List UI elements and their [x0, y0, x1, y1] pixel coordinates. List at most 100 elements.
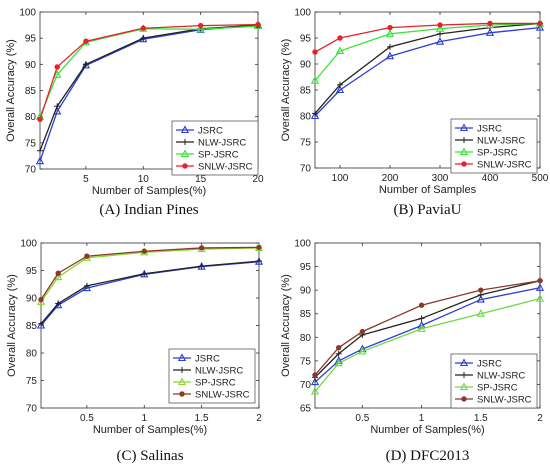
legend-label: SP-JSRC — [195, 378, 236, 389]
legend-label: SNLW-JSRC — [198, 162, 253, 173]
legend-marker — [180, 149, 190, 158]
legend-label: SNLW-JSRC — [477, 160, 532, 171]
y-tick-label: 70 — [25, 165, 37, 176]
data-point — [36, 320, 46, 329]
y-tick-label: 100 — [294, 8, 311, 19]
data-point — [387, 24, 393, 31]
data-point — [140, 35, 147, 42]
data-point — [196, 24, 205, 33]
data-point — [83, 282, 90, 289]
data-point — [55, 270, 61, 276]
legend-marker — [180, 125, 190, 134]
legend-entry: SNLW-JSRC — [173, 390, 250, 401]
data-point — [418, 302, 425, 308]
y-tick-label: 80 — [300, 333, 312, 344]
series-line — [314, 22, 541, 114]
series-snlw-jsrc — [312, 20, 543, 55]
legend-marker — [459, 382, 469, 391]
y-tick-label: 90 — [25, 60, 37, 71]
y-tick-label: 75 — [26, 376, 38, 387]
y-tick-label: 75 — [25, 138, 37, 149]
series-snlw-jsrc — [38, 244, 262, 303]
data-point — [537, 20, 543, 27]
legend-label: JSRC — [477, 359, 502, 370]
y-tick-label: 95 — [300, 262, 312, 273]
data-point — [197, 22, 204, 29]
data-point — [310, 386, 320, 395]
data-point — [312, 372, 318, 378]
data-point — [537, 278, 543, 284]
data-point — [335, 350, 342, 357]
x-axis-label: Number of Samples(%) — [370, 424, 484, 436]
x-tick-label: 2 — [537, 413, 543, 424]
x-tick-label: 300 — [432, 173, 449, 184]
x-tick-label: 400 — [482, 173, 499, 184]
data-point — [198, 263, 205, 270]
x-tick-label: 500 — [532, 173, 549, 184]
data-point — [55, 300, 62, 307]
data-point — [38, 296, 44, 303]
legend-entry: SP-JSRC — [455, 147, 518, 159]
y-tick-label: 100 — [294, 239, 311, 250]
data-point — [417, 324, 426, 332]
series-line — [40, 260, 260, 325]
x-axis-label: Number of Samples(%) — [92, 185, 206, 197]
y-tick-label: 100 — [19, 8, 36, 19]
legend-entry: JSRC — [173, 353, 220, 365]
legend-label: SP-JSRC — [198, 150, 239, 161]
legend-marker — [179, 367, 185, 373]
data-point — [335, 85, 345, 94]
legend-entry: JSRC — [455, 358, 502, 370]
data-point — [140, 25, 146, 31]
legend-entry: SNLW-JSRC — [455, 160, 532, 171]
legend-marker — [461, 137, 467, 143]
legend-entry: NLW-JSRC — [455, 136, 525, 147]
legend-label: SP-JSRC — [477, 148, 518, 159]
series-jsrc — [310, 22, 545, 120]
data-point — [385, 51, 395, 60]
x-tick-label: 10 — [138, 174, 150, 185]
data-point — [84, 253, 90, 259]
series-line — [314, 26, 541, 117]
y-tick-label: 75 — [300, 138, 312, 149]
legend-label: SNLW-JSRC — [477, 395, 532, 406]
chart-panel-2: 70 75 80 85 90 95 100 100 200 300 400 500 Number of … — [280, 8, 549, 219]
series-line — [40, 247, 260, 303]
data-point — [256, 258, 262, 265]
x-axis-label: Number of Samples(%) — [93, 424, 207, 436]
series-line — [314, 297, 541, 392]
panel-caption: (D) DFC2013 — [386, 448, 470, 464]
x-tick-label: 2 — [256, 413, 262, 424]
y-tick-label: 100 — [20, 239, 37, 250]
legend-marker — [459, 123, 469, 132]
series-snlw-jsrc — [312, 278, 543, 378]
legend-label: NLW-JSRC — [477, 371, 525, 382]
series-sp-jsrc — [310, 293, 545, 395]
legend-entry: NLW-JSRC — [176, 138, 246, 149]
data-point — [312, 110, 318, 117]
legend-entry: SP-JSRC — [173, 377, 236, 389]
legend-marker — [182, 139, 188, 145]
data-point — [385, 29, 395, 37]
data-point — [38, 320, 44, 327]
legend-label: NLW-JSRC — [477, 136, 525, 147]
legend-marker — [459, 147, 469, 156]
data-point — [54, 103, 61, 110]
legend-label: JSRC — [477, 124, 502, 135]
y-tick-label: 95 — [26, 266, 38, 277]
legend-marker — [177, 377, 187, 386]
legend-entry: NLW-JSRC — [173, 366, 243, 377]
data-point — [310, 75, 320, 84]
legend-label: SNLW-JSRC — [195, 390, 250, 401]
legend-entry: SP-JSRC — [455, 382, 518, 394]
legend-label: SP-JSRC — [477, 383, 518, 394]
data-point — [437, 30, 443, 37]
y-tick-label: 85 — [26, 321, 38, 332]
data-point — [335, 46, 345, 55]
data-point — [256, 244, 262, 251]
data-point — [37, 147, 43, 154]
legend-marker — [177, 353, 187, 362]
